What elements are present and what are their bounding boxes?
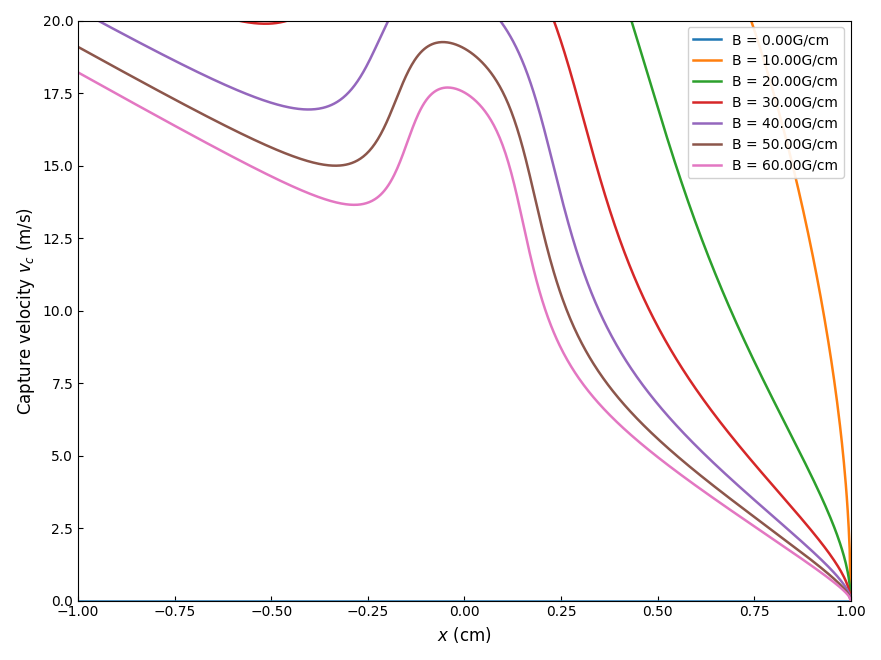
B = 60.00G/cm xyxy=(522,236,532,244)
B = 0.00G/cm xyxy=(120,597,130,605)
B = 50.00G/cm xyxy=(437,38,448,46)
B = 30.00G/cm xyxy=(543,1,553,9)
B = 50.00G/cm xyxy=(566,317,576,325)
B = 30.00G/cm xyxy=(660,336,670,344)
B = 50.00G/cm xyxy=(660,442,670,449)
B = 40.00G/cm xyxy=(73,6,84,14)
B = 0.00G/cm xyxy=(846,597,856,605)
Line: B = 50.00G/cm: B = 50.00G/cm xyxy=(78,42,851,601)
B = 60.00G/cm xyxy=(542,311,552,319)
B = 20.00G/cm xyxy=(846,597,856,605)
B = 10.00G/cm xyxy=(739,0,750,5)
B = 0.00G/cm xyxy=(542,597,552,605)
B = 0.00G/cm xyxy=(738,597,749,605)
B = 60.00G/cm xyxy=(565,361,575,369)
X-axis label: $x$ (cm): $x$ (cm) xyxy=(437,625,492,645)
B = 30.00G/cm xyxy=(739,448,750,456)
Y-axis label: Capture velocity $v_c$ (m/s): Capture velocity $v_c$ (m/s) xyxy=(15,207,37,414)
B = 20.00G/cm xyxy=(660,127,670,135)
B = 50.00G/cm xyxy=(543,248,553,255)
B = 40.00G/cm xyxy=(522,71,533,79)
B = 30.00G/cm xyxy=(846,597,856,605)
Line: B = 20.00G/cm: B = 20.00G/cm xyxy=(78,0,851,601)
Line: B = 30.00G/cm: B = 30.00G/cm xyxy=(78,0,851,601)
B = 40.00G/cm xyxy=(739,487,750,495)
Line: B = 60.00G/cm: B = 60.00G/cm xyxy=(78,73,851,601)
B = 50.00G/cm xyxy=(73,43,84,51)
B = 0.00G/cm xyxy=(522,597,532,605)
B = 60.00G/cm xyxy=(73,69,84,77)
B = 50.00G/cm xyxy=(739,506,750,513)
B = 40.00G/cm xyxy=(660,409,670,416)
Line: B = 10.00G/cm: B = 10.00G/cm xyxy=(78,0,851,601)
B = 40.00G/cm xyxy=(543,141,553,148)
B = 50.00G/cm xyxy=(846,597,856,605)
B = 60.00G/cm xyxy=(120,95,130,103)
B = 50.00G/cm xyxy=(522,163,533,171)
B = 0.00G/cm xyxy=(659,597,670,605)
B = 0.00G/cm xyxy=(73,597,84,605)
B = 30.00G/cm xyxy=(566,71,576,79)
B = 40.00G/cm xyxy=(120,31,130,39)
B = 40.00G/cm xyxy=(846,597,856,605)
B = 60.00G/cm xyxy=(659,458,670,466)
Line: B = 40.00G/cm: B = 40.00G/cm xyxy=(78,0,851,601)
B = 0.00G/cm xyxy=(565,597,575,605)
B = 60.00G/cm xyxy=(846,597,856,605)
B = 20.00G/cm xyxy=(739,337,750,345)
B = 50.00G/cm xyxy=(120,69,130,77)
B = 60.00G/cm xyxy=(738,515,749,523)
B = 10.00G/cm xyxy=(846,597,856,605)
B = 40.00G/cm xyxy=(566,229,576,237)
Legend: B = 0.00G/cm, B = 10.00G/cm, B = 20.00G/cm, B = 30.00G/cm, B = 40.00G/cm, B = 50: B = 0.00G/cm, B = 10.00G/cm, B = 20.00G/… xyxy=(688,28,844,178)
